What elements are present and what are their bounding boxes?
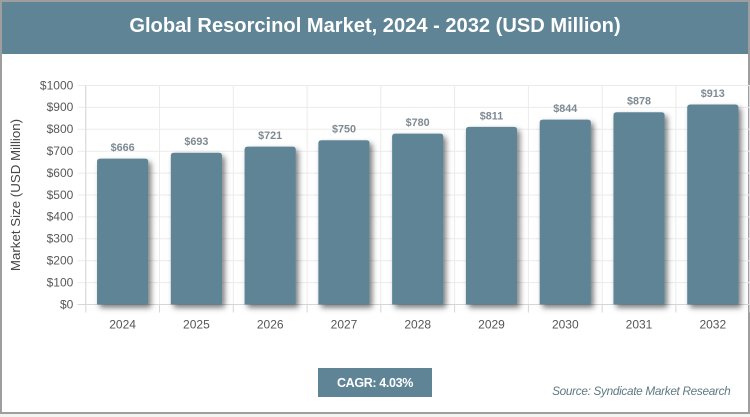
svg-text:2028: 2028 (404, 317, 431, 331)
svg-text:$300: $300 (47, 232, 74, 246)
svg-text:$878: $878 (627, 96, 651, 108)
svg-text:2027: 2027 (331, 317, 358, 331)
svg-text:$913: $913 (701, 88, 725, 100)
svg-text:$0: $0 (60, 297, 74, 311)
svg-text:$500: $500 (47, 188, 74, 202)
svg-text:2032: 2032 (699, 317, 726, 331)
svg-text:$400: $400 (47, 210, 74, 224)
svg-text:$780: $780 (406, 117, 430, 129)
svg-text:$693: $693 (184, 136, 208, 148)
svg-text:$900: $900 (47, 100, 74, 114)
svg-text:$1000: $1000 (40, 78, 74, 92)
svg-text:2031: 2031 (626, 317, 653, 331)
svg-text:$600: $600 (47, 166, 74, 180)
svg-text:$200: $200 (47, 254, 74, 268)
svg-text:2025: 2025 (183, 317, 210, 331)
svg-text:$700: $700 (47, 144, 74, 158)
svg-text:$800: $800 (47, 122, 74, 136)
svg-text:$811: $811 (480, 110, 503, 122)
svg-text:2030: 2030 (552, 317, 579, 331)
svg-text:2026: 2026 (257, 317, 284, 331)
svg-text:$666: $666 (111, 142, 135, 154)
svg-text:2029: 2029 (478, 317, 505, 331)
svg-text:$100: $100 (47, 275, 74, 289)
svg-text:$844: $844 (553, 103, 577, 115)
svg-text:$721: $721 (258, 130, 282, 142)
svg-text:Market Size (USD Million): Market Size (USD Million) (8, 119, 23, 271)
svg-text:$750: $750 (332, 124, 356, 136)
svg-text:2024: 2024 (109, 317, 136, 331)
